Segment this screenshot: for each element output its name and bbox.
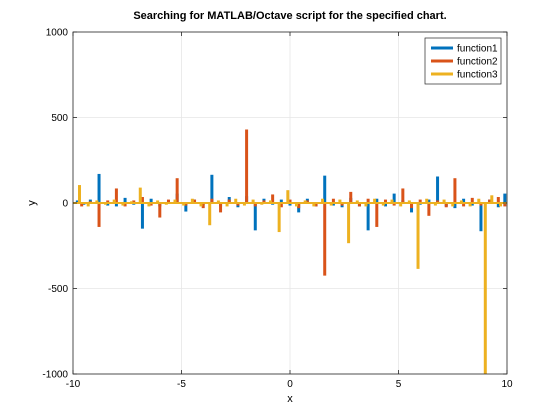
y-tick-label: -1000	[42, 370, 68, 381]
series-layer	[73, 129, 507, 374]
x-axis-label: x	[287, 393, 293, 405]
legend-label: function1	[457, 44, 498, 55]
legend: function1 function2 function3	[424, 37, 502, 85]
y-tick-label: -500	[48, 284, 68, 295]
y-tick-label: 500	[51, 113, 68, 124]
y-tick-label: 1000	[46, 28, 69, 39]
legend-label: function2	[457, 57, 498, 68]
legend-label: function3	[457, 70, 498, 81]
x-tick-label: 5	[396, 379, 402, 390]
tick-labels: -10 -5 0 5 10 -1000 -500 0 500 1000	[42, 28, 513, 391]
x-tick-label: -10	[66, 379, 81, 390]
x-tick-label: 10	[501, 379, 513, 390]
y-tick-label: 0	[62, 199, 68, 210]
y-axis-label: y	[26, 200, 38, 206]
x-tick-label: 0	[287, 379, 293, 390]
x-tick-label: -5	[177, 379, 186, 390]
series-function3	[73, 185, 507, 374]
chart-title: Searching for MATLAB/Octave script for t…	[133, 10, 446, 22]
tick-layer	[72, 31, 508, 375]
